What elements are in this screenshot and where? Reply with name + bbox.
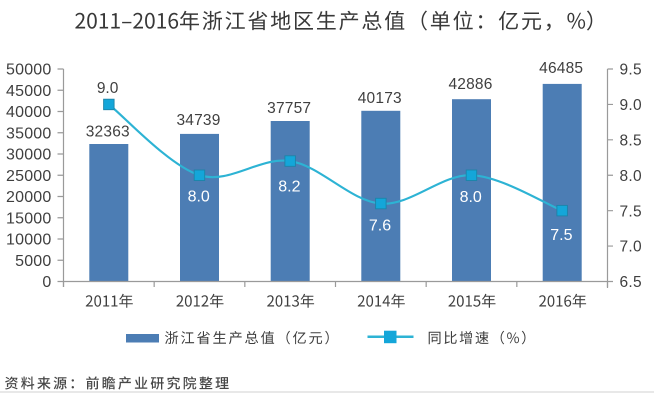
svg-text:7.0: 7.0 <box>620 239 643 256</box>
svg-text:30000: 30000 <box>6 147 52 164</box>
svg-text:6.5: 6.5 <box>620 274 642 291</box>
svg-text:34739: 34739 <box>176 112 220 129</box>
svg-text:46485: 46485 <box>539 60 583 77</box>
svg-text:8.2: 8.2 <box>278 179 300 196</box>
svg-text:8.0: 8.0 <box>620 168 643 185</box>
svg-text:10000: 10000 <box>6 232 52 249</box>
svg-text:20000: 20000 <box>6 189 52 206</box>
svg-text:42886: 42886 <box>448 76 492 93</box>
svg-text:50000: 50000 <box>6 62 52 79</box>
svg-text:8.0: 8.0 <box>188 188 210 205</box>
svg-text:9.0: 9.0 <box>97 80 119 97</box>
svg-text:40000: 40000 <box>6 104 52 121</box>
svg-text:40173: 40173 <box>358 90 402 107</box>
svg-text:8.0: 8.0 <box>460 189 482 206</box>
svg-text:7.6: 7.6 <box>369 218 391 235</box>
svg-text:7.5: 7.5 <box>620 203 642 220</box>
svg-text:0: 0 <box>42 274 51 291</box>
svg-text:45000: 45000 <box>6 83 52 100</box>
svg-text:35000: 35000 <box>6 125 52 142</box>
svg-text:15000: 15000 <box>6 210 52 227</box>
svg-text:5000: 5000 <box>15 253 51 270</box>
svg-text:9.0: 9.0 <box>620 97 643 114</box>
svg-text:37757: 37757 <box>267 100 311 117</box>
svg-text:7.5: 7.5 <box>550 227 572 244</box>
svg-text:8.5: 8.5 <box>620 132 642 149</box>
svg-text:32363: 32363 <box>86 124 130 141</box>
svg-text:9.5: 9.5 <box>620 62 642 79</box>
svg-text:25000: 25000 <box>6 168 52 185</box>
